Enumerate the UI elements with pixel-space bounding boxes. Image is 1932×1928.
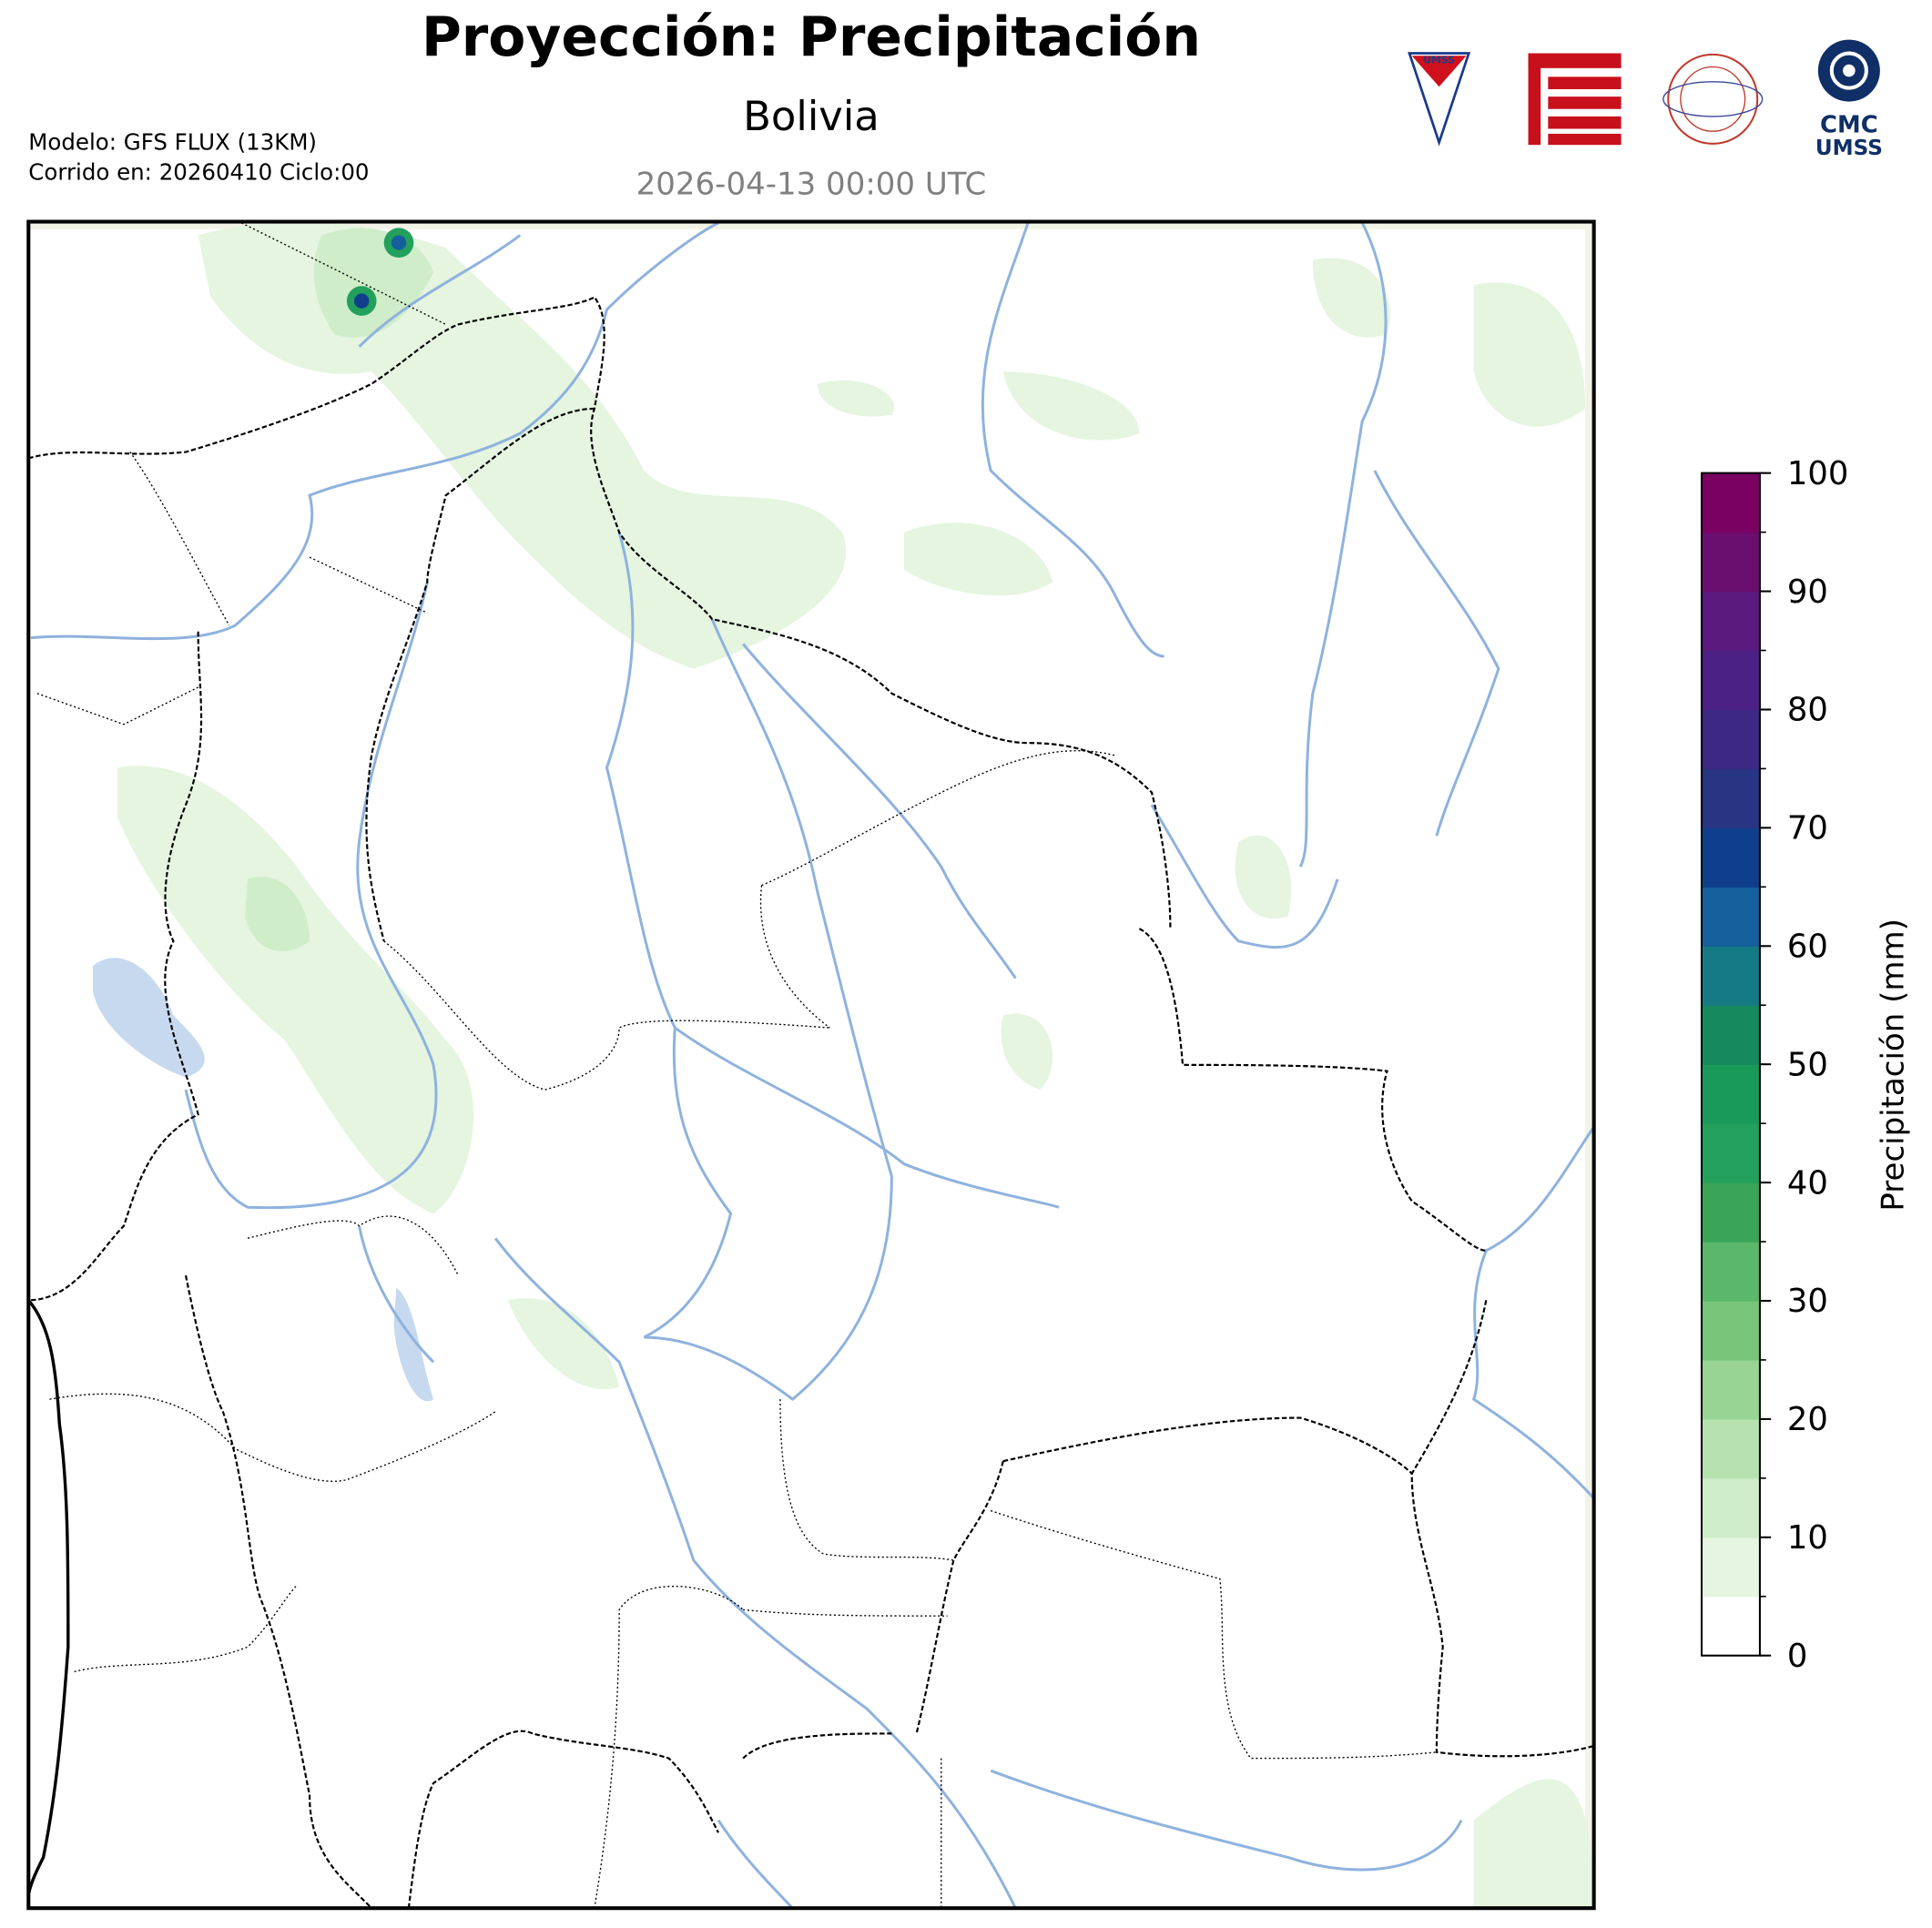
colorbar-band <box>1701 946 1760 1006</box>
colorbar-band <box>1701 827 1760 888</box>
colorbar-band <box>1701 472 1760 533</box>
subtitle: Bolivia <box>743 92 880 140</box>
colorbar-band <box>1701 1537 1760 1598</box>
colorbar-tick-label: 0 <box>1787 1638 1808 1675</box>
colorbar-band <box>1701 1123 1760 1183</box>
logo-text: CMC <box>1820 112 1878 139</box>
map-frame <box>26 219 1596 1911</box>
colorbar-band <box>1701 768 1760 829</box>
map <box>26 219 1596 1911</box>
colorbar-band <box>1701 1064 1760 1124</box>
model-info: Corrido en: 20260410 Ciclo:00 <box>28 158 369 185</box>
colorbar-tick-label: 40 <box>1787 1164 1828 1202</box>
colorbar-band <box>1701 1418 1760 1479</box>
colorbar-band <box>1701 1182 1760 1243</box>
valid-time: 2026-04-13 00:00 UTC <box>636 167 987 203</box>
logo-fisica <box>1663 53 1764 145</box>
colorbar-band <box>1701 1477 1760 1538</box>
colorbar-tick-label: 30 <box>1787 1283 1828 1320</box>
colorbar-band <box>1701 650 1760 711</box>
title: Proyección: Precipitación <box>422 5 1201 69</box>
logo-umss: UMSS <box>1408 52 1471 147</box>
colorbar-tick-label: 100 <box>1787 455 1849 492</box>
colorbar-tick-label: 70 <box>1787 810 1828 847</box>
colorbar-tick-label: 80 <box>1787 692 1828 729</box>
colorbar-band <box>1701 709 1760 770</box>
colorbar-band <box>1701 1242 1760 1302</box>
colorbar-tick-label: 90 <box>1787 573 1828 611</box>
model-info: Modelo: GFS FLUX (13KM) <box>28 129 317 156</box>
colorbar-band <box>1701 1359 1760 1420</box>
colorbar-band <box>1701 532 1760 593</box>
colorbar-tick-label: 10 <box>1787 1519 1828 1557</box>
colorbar-label: Precipitación (mm) <box>1876 918 1912 1211</box>
logo-text: UMSS <box>1423 54 1455 66</box>
logo-text: UMSS <box>1815 137 1883 160</box>
colorbar-band <box>1701 887 1760 947</box>
colorbar-tick-label: 50 <box>1787 1046 1828 1083</box>
colorbar-band <box>1701 1300 1760 1361</box>
logo-cmc: CMC UMSS <box>1815 39 1883 160</box>
colorbar-tick-label: 20 <box>1787 1401 1828 1438</box>
logo-fcyt <box>1528 53 1622 146</box>
colorbar: 0 10 20 30 40 50 60 70 80 90 100 <box>1700 455 1849 1675</box>
colorbar-tick-label: 60 <box>1787 928 1828 966</box>
colorbar-band <box>1701 591 1760 652</box>
colorbar-band <box>1701 1596 1760 1657</box>
colorbar-band <box>1701 1005 1760 1065</box>
